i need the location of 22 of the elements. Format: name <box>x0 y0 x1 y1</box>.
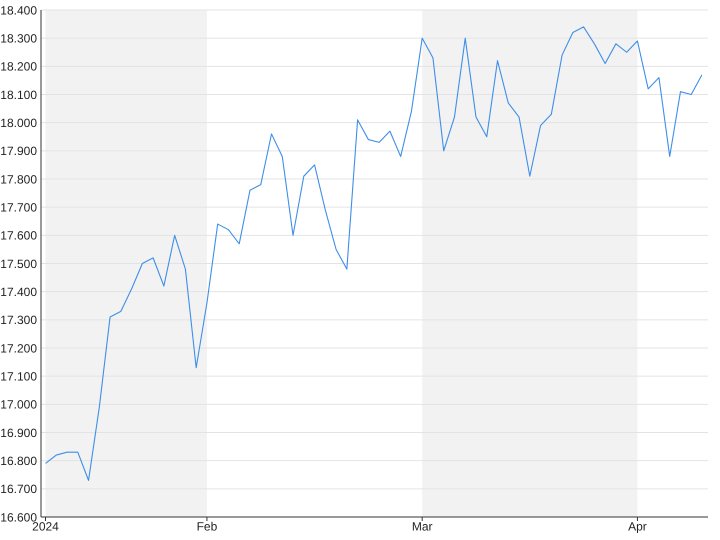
line-series <box>46 26 702 481</box>
y-tick-label: 18.300 <box>0 31 38 46</box>
y-tick-label: 17.900 <box>0 144 38 158</box>
y-tick-label: 17.200 <box>0 341 38 356</box>
y-tick-label: 17.100 <box>0 369 38 384</box>
y-tick-label: 18.200 <box>0 60 38 74</box>
y-tick-label: 17.600 <box>0 228 38 243</box>
x-tick-label: Feb <box>196 520 218 534</box>
y-tick-label: 18.400 <box>0 3 38 18</box>
y-tick-label: 17.400 <box>0 284 38 299</box>
x-tick-label: Mar <box>412 520 433 534</box>
y-tick-label: 17.500 <box>0 256 38 271</box>
y-tick-label: 17.000 <box>0 398 38 412</box>
y-tick-label: 16.900 <box>0 426 38 440</box>
y-tick-label: 17.700 <box>0 200 38 214</box>
y-tick-label: 18.000 <box>0 116 38 130</box>
y-tick-label: 18.100 <box>0 88 38 102</box>
y-tick-label: 17.300 <box>0 313 38 328</box>
y-tick-label: 17.800 <box>0 172 38 186</box>
y-tick-label: 16.800 <box>0 454 38 468</box>
y-tick-label: 16.700 <box>0 482 38 496</box>
x-tick-label: Apr <box>628 520 647 534</box>
